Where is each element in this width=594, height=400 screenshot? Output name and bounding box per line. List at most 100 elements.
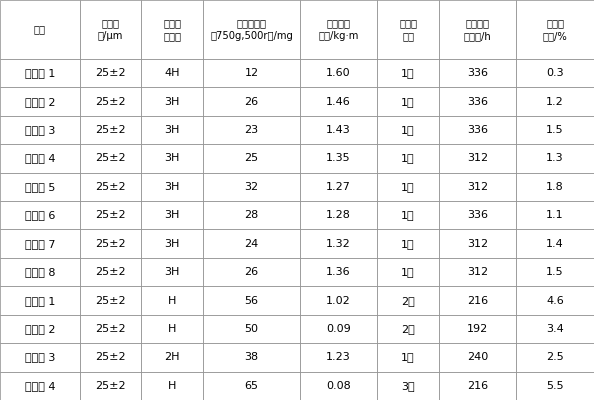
Text: 1.46: 1.46	[326, 97, 351, 107]
Text: 25±2: 25±2	[95, 125, 126, 135]
Text: 25±2: 25±2	[95, 97, 126, 107]
Bar	[439, 59, 516, 88]
Bar	[141, 258, 203, 286]
Bar	[300, 286, 377, 315]
Text: 4.6: 4.6	[546, 296, 564, 306]
Bar	[377, 59, 439, 88]
Text: 涂膜厚
度/μm: 涂膜厚 度/μm	[98, 18, 123, 41]
Text: 1.23: 1.23	[326, 352, 351, 362]
Text: 336: 336	[467, 68, 488, 78]
Bar	[516, 315, 594, 343]
Bar	[516, 0, 594, 59]
Text: 实施例 7: 实施例 7	[24, 239, 55, 249]
Text: 240: 240	[467, 352, 488, 362]
Text: H: H	[168, 324, 176, 334]
Bar	[203, 0, 300, 59]
Text: 实施例 2: 实施例 2	[24, 97, 55, 107]
Bar	[203, 230, 300, 258]
Bar	[141, 372, 203, 400]
Bar	[203, 372, 300, 400]
Text: 2H: 2H	[165, 352, 180, 362]
Text: 3级: 3级	[402, 381, 415, 391]
Bar	[80, 0, 141, 59]
Text: 铅笔硬
度试验: 铅笔硬 度试验	[163, 18, 181, 41]
Text: 1级: 1级	[402, 125, 415, 135]
Text: 1.36: 1.36	[326, 267, 351, 277]
Text: 25±2: 25±2	[95, 154, 126, 164]
Bar	[516, 59, 594, 88]
Text: 2.5: 2.5	[546, 352, 564, 362]
Bar	[203, 286, 300, 315]
Text: 25±2: 25±2	[95, 381, 126, 391]
Bar	[516, 343, 594, 372]
Text: 1.2: 1.2	[546, 97, 564, 107]
Text: 实施例 3: 实施例 3	[24, 125, 55, 135]
Text: 1级: 1级	[402, 154, 415, 164]
Bar	[0, 88, 80, 116]
Text: 2级: 2级	[401, 296, 415, 306]
Bar	[516, 230, 594, 258]
Bar	[0, 372, 80, 400]
Text: 25±2: 25±2	[95, 239, 126, 249]
Text: 0.09: 0.09	[326, 324, 351, 334]
Text: 3H: 3H	[165, 125, 180, 135]
Text: 抗水性
试验/%: 抗水性 试验/%	[543, 18, 567, 41]
Text: 336: 336	[467, 210, 488, 220]
Text: 26: 26	[245, 267, 258, 277]
Bar	[203, 59, 300, 88]
Bar	[80, 144, 141, 173]
Text: 实施例 6: 实施例 6	[24, 210, 55, 220]
Text: 312: 312	[467, 267, 488, 277]
Bar	[80, 201, 141, 230]
Text: 1.35: 1.35	[326, 154, 351, 164]
Bar	[80, 230, 141, 258]
Bar	[300, 315, 377, 343]
Bar	[80, 88, 141, 116]
Bar	[141, 230, 203, 258]
Bar	[516, 144, 594, 173]
Bar	[80, 116, 141, 144]
Bar	[300, 0, 377, 59]
Bar	[439, 88, 516, 116]
Text: 38: 38	[245, 352, 258, 362]
Text: 25±2: 25±2	[95, 210, 126, 220]
Bar	[0, 173, 80, 201]
Bar	[439, 173, 516, 201]
Text: 1.32: 1.32	[326, 239, 351, 249]
Text: 1.1: 1.1	[546, 210, 564, 220]
Bar	[300, 372, 377, 400]
Bar	[80, 173, 141, 201]
Bar	[0, 315, 80, 343]
Text: 216: 216	[467, 296, 488, 306]
Text: 对比例 3: 对比例 3	[24, 352, 55, 362]
Bar	[80, 258, 141, 286]
Text: 抗酸雾腐
蚀试验/h: 抗酸雾腐 蚀试验/h	[464, 18, 491, 41]
Bar	[203, 315, 300, 343]
Bar	[516, 201, 594, 230]
Text: 3H: 3H	[165, 239, 180, 249]
Text: 192: 192	[467, 324, 488, 334]
Bar	[516, 258, 594, 286]
Bar	[0, 201, 80, 230]
Bar	[377, 230, 439, 258]
Bar	[377, 116, 439, 144]
Bar	[377, 88, 439, 116]
Text: 336: 336	[467, 97, 488, 107]
Text: 附着力
试验: 附着力 试验	[399, 18, 417, 41]
Bar	[377, 201, 439, 230]
Text: 56: 56	[245, 296, 258, 306]
Bar	[0, 230, 80, 258]
Bar	[377, 343, 439, 372]
Text: 24: 24	[245, 239, 258, 249]
Bar	[377, 0, 439, 59]
Text: 28: 28	[245, 210, 258, 220]
Text: 1.27: 1.27	[326, 182, 351, 192]
Text: 实施例 5: 实施例 5	[24, 182, 55, 192]
Text: 25±2: 25±2	[95, 182, 126, 192]
Text: 5.5: 5.5	[546, 381, 564, 391]
Bar	[516, 372, 594, 400]
Text: 1.28: 1.28	[326, 210, 351, 220]
Bar	[0, 59, 80, 88]
Text: 312: 312	[467, 182, 488, 192]
Bar	[141, 116, 203, 144]
